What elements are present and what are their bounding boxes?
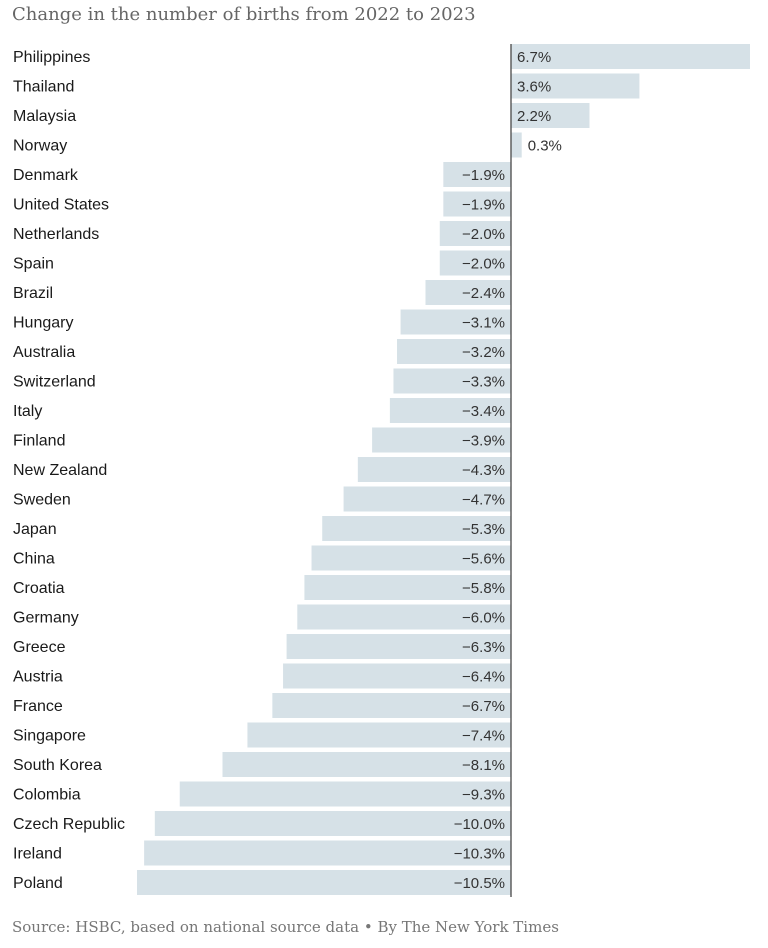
value-label: −3.1% [462, 315, 505, 332]
bar [511, 132, 522, 158]
category-label: Ireland [13, 846, 62, 863]
value-label: −7.4% [462, 728, 505, 745]
bar [511, 103, 590, 128]
category-label: Spain [13, 256, 54, 273]
category-label: Japan [13, 521, 57, 538]
value-label: 0.3% [528, 138, 562, 155]
bar [400, 309, 511, 335]
bar [247, 722, 511, 748]
value-label: 3.6% [517, 79, 551, 96]
category-label: China [13, 551, 55, 568]
value-label: −6.3% [462, 639, 505, 656]
value-label: −3.3% [462, 374, 505, 391]
value-label: −3.9% [462, 433, 505, 450]
bar [154, 811, 512, 836]
category-label: Norway [13, 138, 67, 155]
category-label: Philippines [13, 49, 90, 66]
category-label: Brazil [13, 285, 53, 302]
value-label: −8.1% [462, 757, 505, 774]
bar [389, 398, 511, 423]
value-label: −6.0% [462, 610, 505, 627]
category-label: Germany [13, 610, 79, 627]
category-label: United States [13, 197, 109, 214]
category-label: Thailand [13, 79, 74, 96]
bar [297, 604, 511, 630]
category-label: Austria [13, 669, 63, 686]
bar [272, 693, 511, 718]
bar [511, 44, 750, 69]
bar [372, 427, 511, 453]
bar [144, 840, 511, 866]
bar [137, 870, 511, 895]
category-label: Finland [13, 433, 65, 450]
value-label: −3.4% [462, 403, 505, 420]
category-label: Italy [13, 403, 42, 420]
category-label: Denmark [13, 167, 79, 184]
bar [179, 781, 511, 807]
category-label: Czech Republic [13, 816, 125, 833]
category-label: South Korea [13, 757, 102, 774]
chart-title: Change in the number of births from 2022… [12, 4, 476, 25]
value-label: 6.7% [517, 49, 551, 66]
bar [511, 73, 640, 99]
value-label: 2.2% [517, 108, 551, 125]
value-label: −3.2% [462, 344, 505, 361]
category-label: Poland [13, 875, 63, 892]
bar [439, 250, 511, 276]
bar [286, 634, 511, 659]
category-label: Hungary [13, 315, 73, 332]
bar [397, 339, 511, 364]
value-label: −1.9% [462, 167, 505, 184]
category-label: Greece [13, 639, 66, 656]
category-label: Australia [13, 344, 75, 361]
value-label: −5.6% [462, 551, 505, 568]
bar [443, 162, 511, 187]
bar [393, 368, 511, 394]
bars-group: Philippines 6.7% Thailand 3.6% Malaysia 2.2% N… [13, 44, 750, 895]
bar [443, 191, 511, 217]
value-label: −1.9% [462, 197, 505, 214]
category-label: Colombia [13, 787, 81, 804]
bar [425, 280, 511, 305]
bar [439, 221, 511, 246]
value-label: −2.0% [462, 256, 505, 273]
value-label: −6.7% [462, 698, 505, 715]
value-label: −5.3% [462, 521, 505, 538]
value-label: −10.3% [454, 846, 505, 863]
value-label: −10.5% [454, 875, 505, 892]
value-label: −2.0% [462, 226, 505, 243]
category-label: New Zealand [13, 462, 107, 479]
bar [304, 575, 511, 600]
bar [322, 516, 511, 541]
value-label: −5.8% [462, 580, 505, 597]
chart-source: Source: HSBC, based on national source d… [12, 918, 559, 936]
category-label: Malaysia [13, 108, 76, 125]
value-label: −2.4% [462, 285, 505, 302]
category-label: Sweden [13, 492, 71, 509]
value-label: −4.3% [462, 462, 505, 479]
value-label: −4.7% [462, 492, 505, 509]
bar [343, 486, 511, 512]
bar [222, 752, 511, 777]
category-label: Switzerland [13, 374, 96, 391]
category-label: Netherlands [13, 226, 99, 243]
bar [311, 545, 511, 571]
bar [283, 663, 511, 689]
value-label: −10.0% [454, 816, 505, 833]
category-label: Singapore [13, 728, 86, 745]
category-label: Croatia [13, 580, 65, 597]
value-label: −9.3% [462, 787, 505, 804]
category-label: France [13, 698, 63, 715]
value-label: −6.4% [462, 669, 505, 686]
bar [357, 457, 511, 482]
